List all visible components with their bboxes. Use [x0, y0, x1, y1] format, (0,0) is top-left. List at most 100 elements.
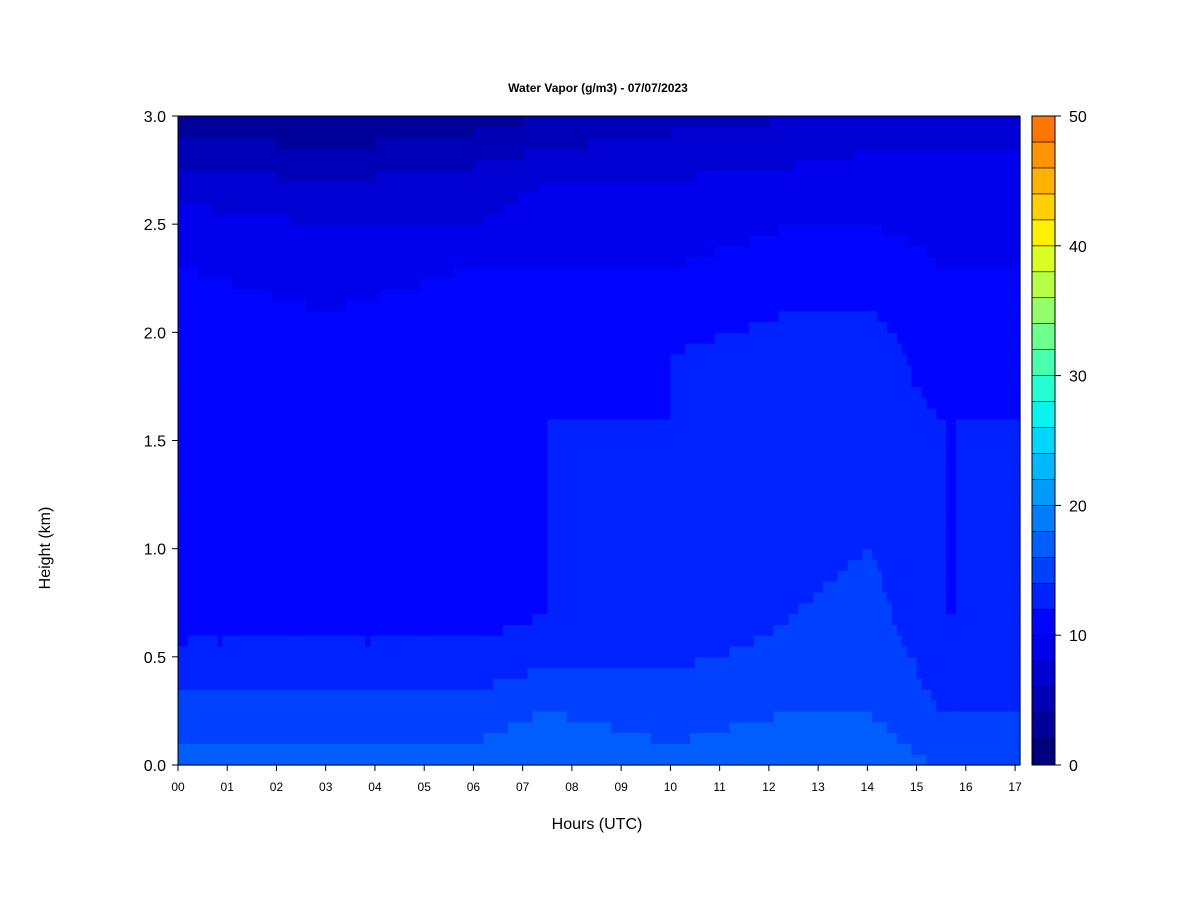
heatmap-cell [404, 299, 411, 312]
heatmap-cell [350, 429, 356, 442]
heatmap-cell [429, 429, 435, 442]
heatmap-cell [242, 353, 248, 366]
heatmap-cell [296, 289, 302, 301]
heatmap-cell [315, 191, 322, 204]
heatmap-cell [419, 570, 425, 582]
heatmap-cell [325, 202, 332, 214]
heatmap-cell [507, 689, 514, 701]
heatmap-cell [517, 224, 524, 236]
heatmap-cell [483, 418, 489, 431]
heatmap-cell [296, 170, 302, 182]
heatmap-cell [581, 213, 588, 225]
heatmap-cell [217, 559, 223, 571]
heatmap-cell [537, 159, 543, 171]
heatmap-cell [365, 570, 371, 582]
heatmap-cell [478, 191, 484, 204]
heatmap-cell [493, 224, 499, 236]
heatmap-cell [187, 332, 194, 344]
heatmap-cell [438, 483, 445, 496]
heatmap-cell [468, 397, 475, 409]
heatmap-cell [355, 559, 361, 571]
heatmap-cell [448, 710, 455, 723]
heatmap-cell [271, 234, 278, 247]
heatmap-cell [586, 591, 593, 604]
heatmap-cell [547, 440, 553, 452]
heatmap-cell [374, 310, 381, 323]
heatmap-cell [399, 710, 406, 723]
heatmap-cell [192, 472, 199, 485]
heatmap-cell [315, 721, 322, 734]
heatmap-cell [242, 689, 248, 701]
heatmap-cell [488, 548, 494, 561]
heatmap-cell [340, 494, 347, 506]
heatmap-cell [512, 202, 519, 214]
heatmap-cell [409, 591, 415, 604]
heatmap-cell [227, 689, 233, 701]
heatmap-cell [315, 299, 322, 312]
heatmap-cell [345, 213, 351, 225]
heatmap-cell [291, 700, 297, 712]
heatmap-cell [409, 353, 415, 366]
heatmap-cell [448, 689, 455, 701]
heatmap-cell [547, 754, 553, 766]
heatmap-cell [576, 635, 583, 647]
heatmap-cell [306, 408, 312, 420]
heatmap-cell [566, 137, 573, 150]
heatmap-cell [320, 364, 327, 377]
heatmap-cell [557, 483, 563, 496]
heatmap-cell [498, 581, 504, 593]
heatmap-cell [286, 418, 292, 431]
heatmap-cell [355, 732, 361, 744]
heatmap-cell [527, 646, 534, 658]
heatmap-cell [522, 191, 529, 204]
heatmap-cell [566, 646, 573, 658]
heatmap-cell [178, 202, 184, 214]
heatmap-cell [330, 116, 337, 128]
heatmap-cell [256, 462, 263, 474]
heatmap-cell [345, 148, 351, 160]
heatmap-cell [370, 234, 376, 247]
heatmap-cell [325, 710, 332, 723]
heatmap-cell [527, 505, 534, 517]
heatmap-cell [542, 754, 548, 766]
heatmap-cell [576, 721, 583, 734]
heatmap-cell [202, 256, 209, 269]
heatmap-cell [409, 721, 415, 734]
heatmap-cell [414, 343, 420, 355]
heatmap-cell [251, 732, 258, 744]
heatmap-cell [374, 397, 381, 409]
heatmap-cell [532, 224, 539, 236]
heatmap-cell [502, 613, 509, 625]
heatmap-cell [552, 732, 558, 744]
heatmap-cell [212, 570, 218, 582]
heatmap-cell [512, 245, 519, 258]
heatmap-cell [256, 126, 263, 139]
heatmap-cell [246, 202, 253, 214]
heatmap-cell [542, 570, 548, 582]
heatmap-cell [286, 148, 292, 160]
heatmap-cell [458, 116, 465, 128]
heatmap-cell [453, 678, 460, 690]
heatmap-cell [182, 710, 189, 723]
heatmap-cell [379, 289, 386, 301]
heatmap-cell [301, 494, 307, 506]
heatmap-cell [419, 267, 425, 279]
heatmap-cell [310, 299, 317, 312]
heatmap-cell [478, 429, 484, 442]
heatmap-cell [571, 289, 578, 301]
heatmap-cell [389, 353, 396, 366]
heatmap-cell [340, 364, 347, 377]
heatmap-cell [355, 429, 361, 442]
heatmap-cell [394, 505, 401, 517]
heatmap-cell [576, 180, 583, 193]
heatmap-cell [222, 299, 228, 312]
heatmap-cell [187, 472, 194, 485]
heatmap-cell [379, 689, 386, 701]
heatmap-cell [242, 289, 248, 301]
heatmap-cell [463, 429, 470, 442]
heatmap-cell [468, 191, 475, 204]
heatmap-cell [463, 516, 470, 528]
heatmap-cell [552, 364, 558, 377]
heatmap-cell [478, 116, 484, 128]
heatmap-cell [202, 635, 209, 647]
